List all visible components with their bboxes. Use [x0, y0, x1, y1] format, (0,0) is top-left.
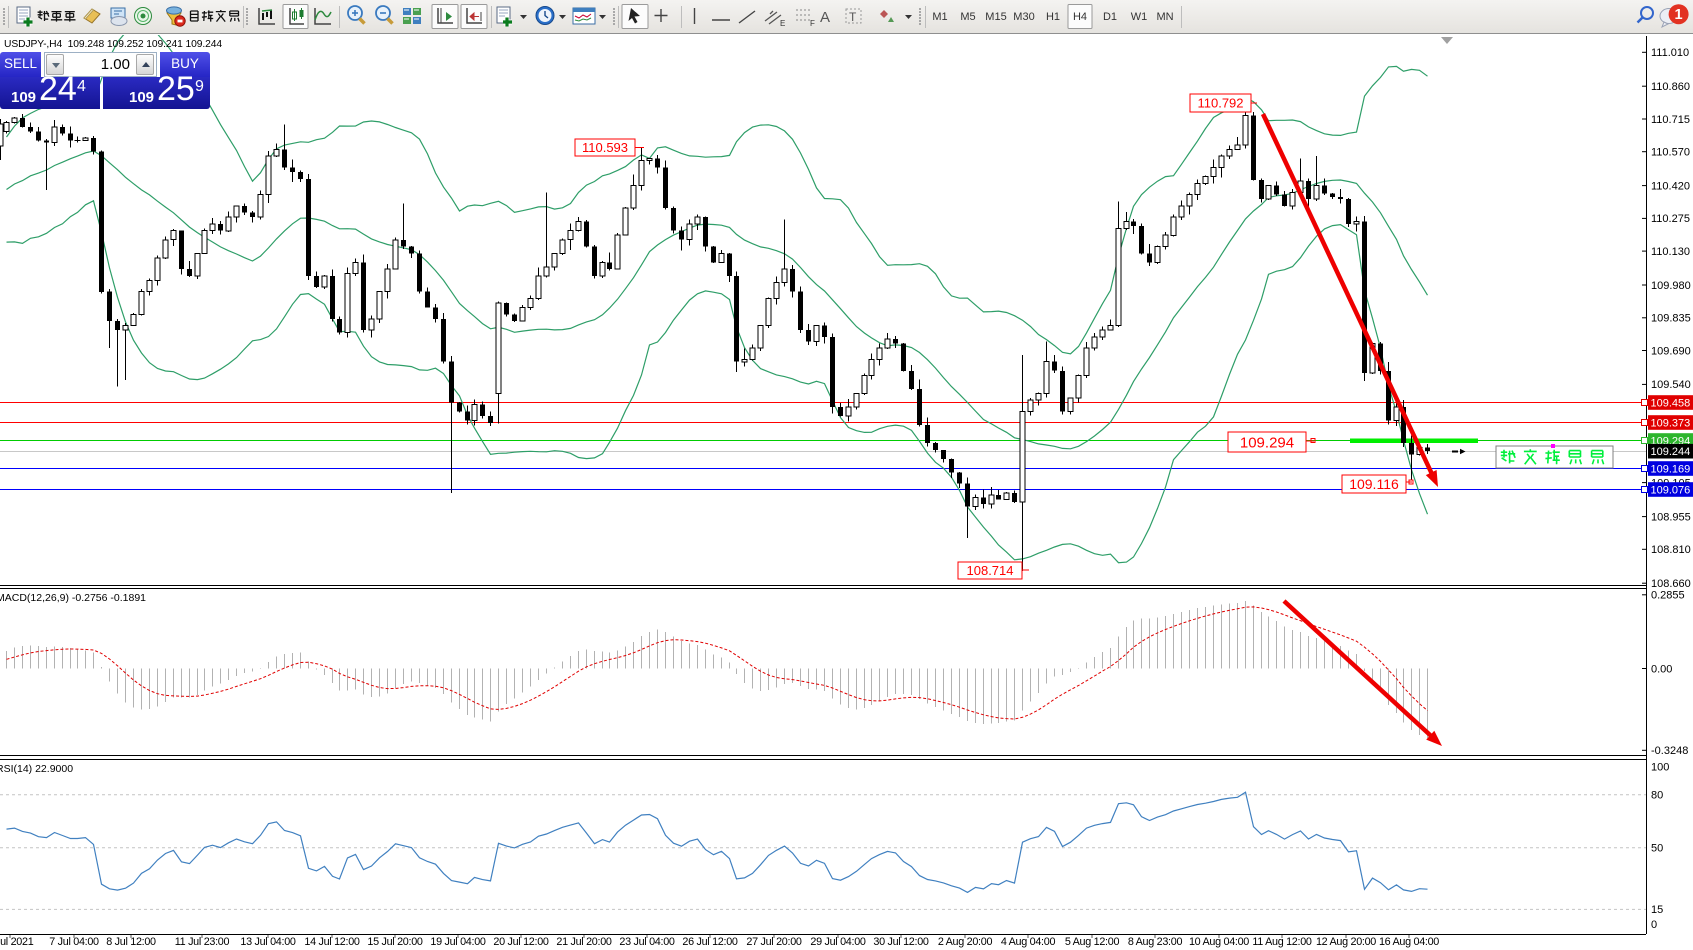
svg-text:15 Jul 20:00: 15 Jul 20:00	[367, 936, 423, 948]
svg-text:110.792: 110.792	[1197, 96, 1243, 111]
svg-text:1: 1	[1675, 7, 1683, 23]
svg-text:109.540: 109.540	[1651, 379, 1691, 391]
svg-text:110.275: 110.275	[1651, 213, 1690, 225]
svg-text:110.420: 110.420	[1651, 180, 1690, 192]
svg-text:108.714: 108.714	[967, 563, 1014, 578]
svg-text:19 Jul 04:00: 19 Jul 04:00	[430, 936, 486, 948]
svg-text:21 Jul 20:00: 21 Jul 20:00	[556, 936, 612, 948]
svg-text:8 Aug 23:00: 8 Aug 23:00	[1128, 936, 1183, 948]
svg-text:27 Jul 20:00: 27 Jul 20:00	[746, 936, 802, 948]
svg-text:E: E	[780, 19, 785, 28]
svg-text:MN: MN	[1156, 11, 1173, 23]
svg-text:15: 15	[1651, 904, 1663, 916]
svg-text:F: F	[810, 19, 815, 28]
svg-text:109.373: 109.373	[1651, 418, 1691, 430]
svg-text:0.00: 0.00	[1651, 663, 1672, 675]
svg-text:110.715: 110.715	[1651, 114, 1690, 126]
svg-text:USDJPY-,H4 109.248 109.252 10: USDJPY-,H4 109.248 109.252 109.241 109.2…	[4, 39, 222, 50]
svg-text:109.169: 109.169	[1651, 464, 1691, 476]
svg-text:D1: D1	[1103, 11, 1117, 23]
svg-text:M30: M30	[1013, 11, 1034, 23]
svg-text:80: 80	[1651, 790, 1663, 802]
svg-text:5 Aug 12:00: 5 Aug 12:00	[1065, 936, 1120, 948]
svg-text:H1: H1	[1046, 11, 1060, 23]
svg-text:W1: W1	[1131, 11, 1148, 23]
svg-text:M5: M5	[960, 11, 975, 23]
svg-text:11 Jul 23:00: 11 Jul 23:00	[175, 936, 230, 948]
svg-text:109.076: 109.076	[1651, 485, 1691, 497]
svg-text:108.660: 108.660	[1651, 578, 1691, 590]
svg-text:16 Aug 04:00: 16 Aug 04:00	[1379, 936, 1439, 948]
svg-text:T: T	[849, 10, 857, 24]
svg-text:100: 100	[1651, 762, 1669, 774]
svg-text:MACD(12,26,9) -0.2756 -0.1891: MACD(12,26,9) -0.2756 -0.1891	[0, 592, 146, 604]
svg-text:4 Aug 04:00: 4 Aug 04:00	[1001, 936, 1056, 948]
svg-text:109.690: 109.690	[1651, 345, 1691, 357]
svg-text:A: A	[820, 9, 830, 26]
svg-text:109.244: 109.244	[1651, 446, 1691, 458]
svg-text:29 Jul 04:00: 29 Jul 04:00	[810, 936, 866, 948]
svg-text:H4: H4	[1073, 11, 1087, 23]
svg-text:30 Jul 12:00: 30 Jul 12:00	[873, 936, 929, 948]
svg-text:109.980: 109.980	[1651, 280, 1691, 292]
svg-text:20 Jul 12:00: 20 Jul 12:00	[493, 936, 549, 948]
svg-text:108.955: 108.955	[1651, 511, 1691, 523]
svg-text:109.294: 109.294	[1240, 434, 1294, 451]
svg-text:14 Jul 12:00: 14 Jul 12:00	[304, 936, 360, 948]
svg-text:M1: M1	[932, 11, 947, 23]
svg-text:-0.3248: -0.3248	[1651, 745, 1688, 757]
svg-text:7 Jul 04:00: 7 Jul 04:00	[49, 936, 99, 948]
svg-text:0.2855: 0.2855	[1651, 590, 1685, 602]
svg-text:13 Jul 04:00: 13 Jul 04:00	[240, 936, 296, 948]
svg-text:0: 0	[1651, 919, 1657, 931]
svg-text:110.860: 110.860	[1651, 81, 1690, 93]
svg-text:50: 50	[1651, 843, 1663, 855]
svg-text:108.810: 108.810	[1651, 544, 1691, 556]
svg-text:26 Jul 12:00: 26 Jul 12:00	[682, 936, 738, 948]
svg-text:109.458: 109.458	[1651, 398, 1691, 410]
svg-text:RSI(14) 22.9000: RSI(14) 22.9000	[0, 763, 73, 775]
svg-text:11 Aug 12:00: 11 Aug 12:00	[1252, 936, 1312, 948]
svg-text:M15: M15	[985, 11, 1006, 23]
svg-text:110.570: 110.570	[1651, 147, 1690, 159]
svg-text:109.116: 109.116	[1349, 476, 1399, 492]
svg-text:2 Aug 20:00: 2 Aug 20:00	[938, 936, 993, 948]
svg-text:109.835: 109.835	[1651, 313, 1691, 325]
svg-text:23 Jul 04:00: 23 Jul 04:00	[619, 936, 675, 948]
svg-text:5 Jul 2021: 5 Jul 2021	[0, 936, 34, 948]
svg-text:8 Jul 12:00: 8 Jul 12:00	[106, 936, 156, 948]
svg-text:110.593: 110.593	[582, 140, 628, 155]
svg-text:111.010: 111.010	[1651, 47, 1689, 59]
svg-text:110.130: 110.130	[1651, 246, 1690, 258]
svg-text:12 Aug 20:00: 12 Aug 20:00	[1316, 936, 1376, 948]
svg-text:10 Aug 04:00: 10 Aug 04:00	[1189, 936, 1249, 948]
